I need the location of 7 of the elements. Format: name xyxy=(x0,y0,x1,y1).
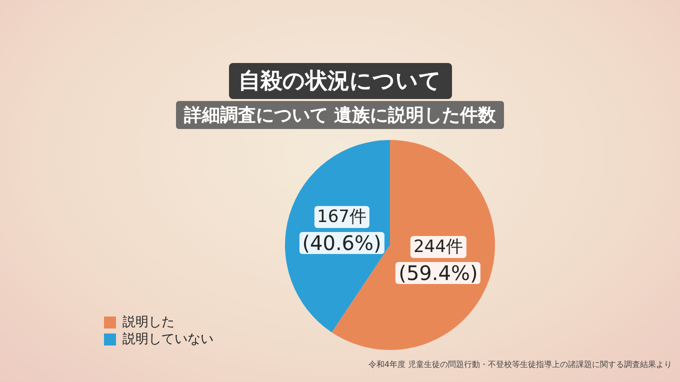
data-label: 167件 (40.6%) xyxy=(301,206,382,256)
chart-subtitle: 詳細調査について 遺族に説明した件数 xyxy=(176,101,504,129)
chart-title: 自殺の状況について xyxy=(228,63,452,99)
text: 令和4年度 児童生徒の問題行動・不登校等生徒指導上の諸課題に関する調査結果より xyxy=(368,359,672,370)
legend-label: 説明した xyxy=(122,314,174,330)
legend-label: 説明していない xyxy=(122,332,214,347)
data-label: 244件 (59.4%) xyxy=(398,236,479,285)
